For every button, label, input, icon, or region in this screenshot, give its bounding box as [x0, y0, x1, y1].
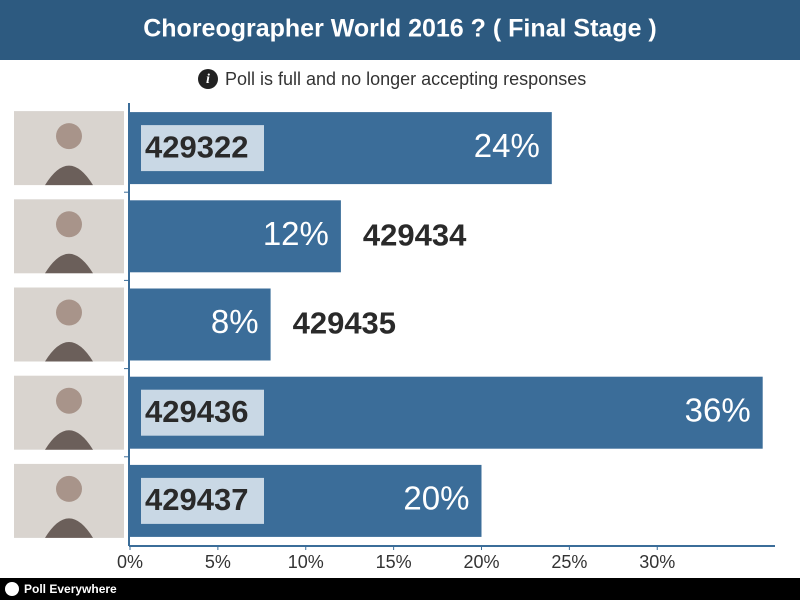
photo-body [45, 165, 93, 186]
footer-brand: Poll Everywhere [24, 582, 117, 596]
category-label-bg [141, 125, 264, 172]
x-tick-label: 5% [205, 552, 231, 572]
category-label: 429436 [145, 394, 248, 429]
bar [130, 288, 271, 361]
info-icon-glyph: i [206, 72, 210, 87]
x-tick-label: 15% [376, 552, 412, 572]
category-label-bg [141, 477, 264, 524]
x-tick-label: 10% [288, 552, 324, 572]
photo-head [56, 299, 82, 326]
info-icon [198, 69, 218, 89]
photo-head [56, 123, 82, 150]
footer-bar [0, 578, 800, 600]
x-tick-label: 20% [463, 552, 499, 572]
photo-body [45, 430, 93, 450]
category-label: 429437 [145, 482, 248, 517]
category-label: 429434 [363, 217, 467, 252]
photo-head [56, 211, 82, 238]
category-label-bg [141, 389, 264, 436]
x-tick-label: 30% [639, 552, 675, 572]
bar [130, 200, 341, 273]
photo-body [45, 253, 93, 274]
value-label: 12% [263, 215, 329, 252]
chart-title: Choreographer World 2016 ? ( Final Stage… [143, 15, 657, 43]
poll-notice: Poll is full and no longer accepting res… [225, 69, 586, 89]
value-label: 24% [474, 127, 540, 164]
photo-body [45, 342, 93, 362]
header-bar [0, 0, 800, 60]
x-tick-label: 25% [551, 552, 587, 572]
value-label: 20% [403, 480, 469, 517]
category-label: 429435 [293, 306, 396, 341]
x-tick-label: 0% [117, 552, 143, 572]
value-label: 36% [685, 391, 751, 428]
photo-head [56, 475, 82, 502]
category-label: 429322 [145, 129, 248, 164]
value-label: 8% [211, 303, 259, 340]
photo-head [56, 387, 82, 414]
footer-logo [5, 582, 19, 596]
photo-body [45, 518, 93, 538]
